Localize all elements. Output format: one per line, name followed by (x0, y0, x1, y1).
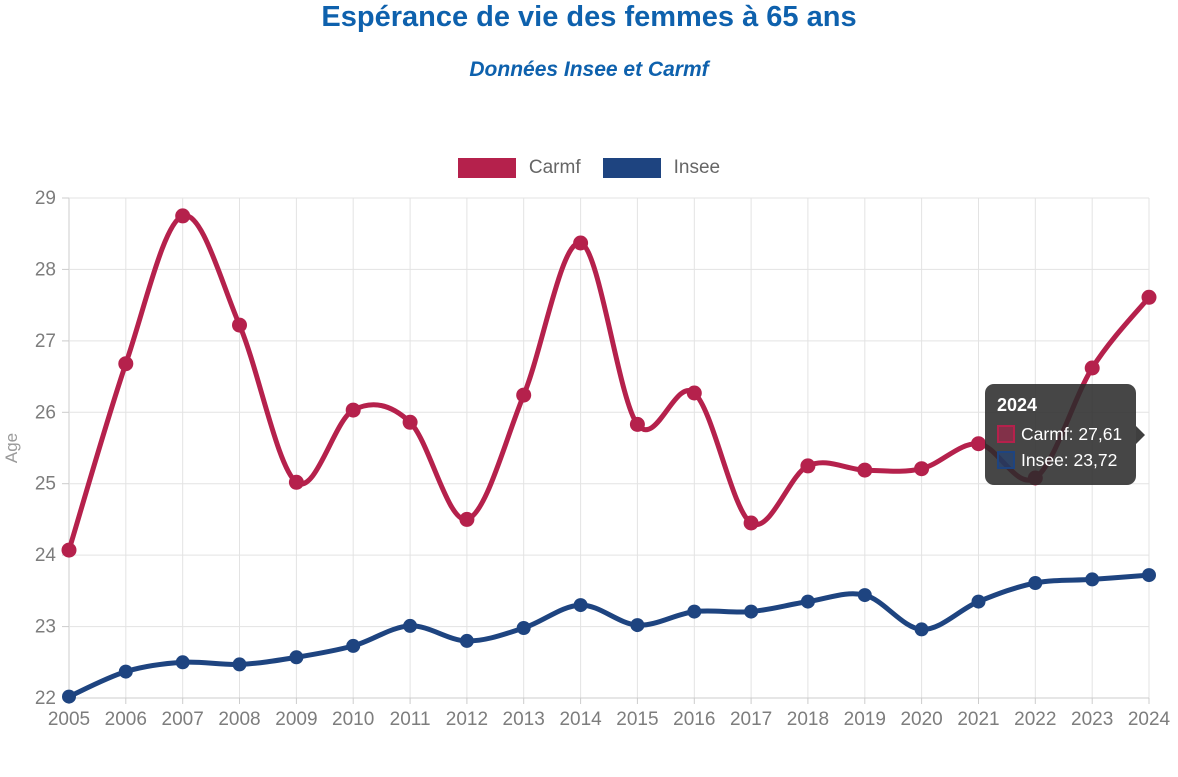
svg-text:2019: 2019 (844, 709, 886, 730)
data-point-insee-2007[interactable] (175, 655, 190, 670)
svg-text:2023: 2023 (1071, 709, 1113, 730)
svg-text:2008: 2008 (218, 709, 260, 730)
data-point-carmf-2014[interactable] (573, 235, 589, 251)
data-point-insee-2017[interactable] (744, 604, 759, 619)
svg-text:2020: 2020 (900, 709, 942, 730)
series-line-insee (66, 572, 1152, 700)
data-point-carmf-2010[interactable] (345, 402, 361, 418)
svg-text:2007: 2007 (162, 709, 204, 730)
data-point-insee-2010[interactable] (346, 638, 361, 653)
data-point-insee-2012[interactable] (459, 633, 474, 648)
data-point-carmf-2013[interactable] (516, 387, 532, 403)
data-point-insee-2022[interactable] (1028, 576, 1043, 590)
data-point-carmf-2023[interactable] (1084, 360, 1100, 376)
svg-text:2005: 2005 (48, 709, 90, 730)
svg-text:2013: 2013 (503, 709, 545, 730)
data-point-carmf-2022[interactable] (1027, 470, 1043, 486)
data-point-insee-2005[interactable] (62, 689, 76, 704)
svg-text:2016: 2016 (673, 709, 715, 730)
svg-text:2024: 2024 (1128, 709, 1171, 730)
data-point-carmf-2015[interactable] (629, 416, 645, 432)
y-axis-title: Age (2, 433, 21, 463)
data-point-insee-2021[interactable] (971, 594, 986, 609)
axis-labels: 2005 2006 2007 2008 2009 2010 2011 2012 2013 2014… (2, 188, 1171, 730)
data-point-insee-2019[interactable] (857, 588, 872, 603)
data-point-insee-2011[interactable] (403, 618, 418, 633)
series-line-carmf (66, 213, 1152, 553)
data-point-insee-2006[interactable] (118, 664, 133, 679)
grid (62, 197, 1150, 704)
chart-subtitle: Données Insee et Carmf (469, 58, 709, 81)
data-point-insee-2008[interactable] (232, 657, 247, 672)
svg-text:27: 27 (35, 331, 56, 352)
data-point-carmf-2024[interactable] (1141, 289, 1157, 305)
svg-text:2011: 2011 (390, 709, 431, 730)
legend-item-carmf[interactable]: Carmf (457, 157, 581, 179)
data-point-insee-2018[interactable] (800, 594, 815, 609)
data-point-carmf-2019[interactable] (857, 462, 873, 478)
svg-text:23: 23 (35, 617, 56, 638)
svg-text:2009: 2009 (275, 709, 317, 730)
legend-label-carmf: Carmf (528, 157, 581, 178)
data-point-insee-2009[interactable] (289, 650, 304, 665)
data-point-insee-2014[interactable] (573, 598, 588, 613)
svg-text:2017: 2017 (730, 709, 772, 730)
data-point-insee-2015[interactable] (630, 618, 645, 633)
data-point-carmf-2016[interactable] (686, 385, 702, 401)
svg-text:2021: 2021 (957, 709, 999, 730)
svg-text:2022: 2022 (1014, 709, 1056, 730)
svg-text:26: 26 (35, 402, 56, 423)
svg-text:2014: 2014 (559, 709, 602, 730)
data-point-carmf-2009[interactable] (288, 474, 304, 490)
data-point-insee-2013[interactable] (516, 621, 531, 635)
data-point-insee-2023[interactable] (1085, 572, 1100, 587)
data-point-insee-2016[interactable] (687, 604, 702, 619)
svg-text:2012: 2012 (446, 709, 488, 730)
data-point-carmf-2007[interactable] (175, 208, 191, 224)
svg-text:22: 22 (35, 688, 56, 709)
legend: Carmf Insee (0, 157, 1178, 179)
svg-text:28: 28 (35, 259, 56, 280)
svg-text:29: 29 (35, 188, 56, 209)
data-point-insee-2020[interactable] (914, 622, 929, 637)
data-point-carmf-2006[interactable] (118, 356, 134, 372)
data-point-carmf-2018[interactable] (800, 458, 816, 474)
data-point-carmf-2012[interactable] (459, 511, 475, 527)
svg-text:2018: 2018 (787, 709, 829, 730)
svg-text:2006: 2006 (105, 709, 147, 730)
chart-title: Espérance de vie des femmes à 65 ans (321, 1, 857, 33)
legend-swatch-insee (602, 158, 661, 178)
data-point-carmf-2017[interactable] (743, 515, 759, 531)
legend-label-insee: Insee (673, 157, 721, 178)
data-point-carmf-2005[interactable] (61, 542, 77, 558)
data-point-carmf-2011[interactable] (402, 414, 418, 430)
svg-text:2015: 2015 (616, 709, 658, 730)
data-point-carmf-2020[interactable] (914, 461, 930, 477)
legend-item-insee[interactable]: Insee (602, 157, 721, 179)
data-point-insee-2024[interactable] (1142, 568, 1156, 583)
legend-swatch-carmf (457, 158, 516, 178)
data-point-carmf-2021[interactable] (971, 436, 986, 452)
svg-text:2010: 2010 (332, 709, 374, 730)
data-point-carmf-2008[interactable] (232, 317, 247, 333)
svg-text:25: 25 (35, 474, 56, 495)
svg-text:24: 24 (35, 545, 57, 566)
